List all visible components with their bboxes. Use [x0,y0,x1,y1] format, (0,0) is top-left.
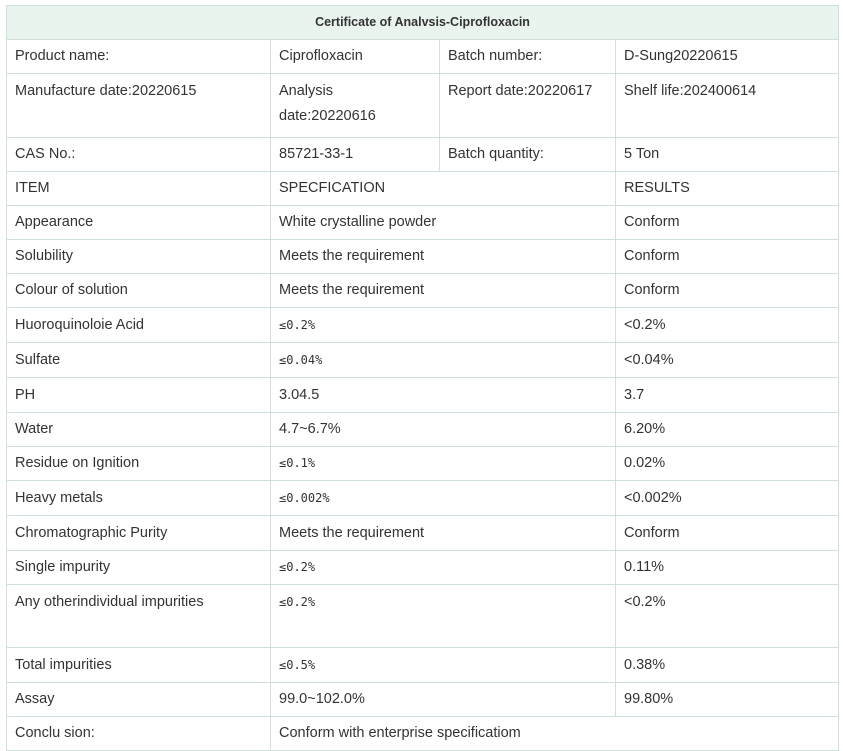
item-cell: PH [6,377,271,413]
spec-cell: 99.0~102.0% [270,682,616,717]
table-row: Assay 99.0~102.0% 99.80% [6,682,839,717]
result-cell: 6.20% [615,412,839,447]
cas-label: CAS No.: [6,137,271,172]
analysis-date: Analysis date:20220616 [270,73,440,138]
product-row: Product name: Ciprofloxacin Batch number… [6,39,839,74]
result-cell: <0.2% [615,307,839,343]
table-row: Heavy metals ≤0.002% <0.002% [6,480,839,516]
table-row: Water 4.7~6.7% 6.20% [6,412,839,447]
spec-cell: ≤0.2% [270,584,616,648]
result-cell: Conform [615,515,839,551]
product-name-value: Ciprofloxacin [270,39,440,74]
table-row: Chromatographic Purity Meets the require… [6,515,839,551]
certificate-title: Certificate of Analvsis-Ciprofloxacin [6,5,839,40]
result-cell: Conform [615,273,839,308]
table-row: Residue on Ignition ≤0.1% 0.02% [6,446,839,481]
item-cell: Chromatographic Purity [6,515,271,551]
result-cell: 0.38% [615,647,839,683]
spec-cell: Meets the requirement [270,515,616,551]
certificate-table: Certificate of Analvsis-Ciprofloxacin Pr… [6,5,839,751]
column-header-results: RESULTS [615,171,839,206]
result-cell: Conform [615,239,839,274]
result-cell: <0.2% [615,584,839,648]
spec-cell: 3.04.5 [270,377,616,413]
result-cell: <0.04% [615,342,839,378]
table-row: Colour of solution Meets the requirement… [6,273,839,308]
spec-cell: Meets the requirement [270,239,616,274]
spec-cell: ≤0.04% [270,342,616,378]
manufacture-date: Manufacture date:20220615 [6,73,271,138]
item-cell: Water [6,412,271,447]
spec-cell: Meets the requirement [270,273,616,308]
item-cell: Residue on Ignition [6,446,271,481]
result-cell: 0.02% [615,446,839,481]
item-cell: Sulfate [6,342,271,378]
product-name-label: Product name: [6,39,271,74]
cas-value: 85721-33-1 [270,137,440,172]
table-row: Solubility Meets the requirement Conform [6,239,839,274]
item-cell: Huoroquinoloie Acid [6,307,271,343]
result-cell: Conform [615,205,839,240]
result-cell: 0.11% [615,550,839,585]
item-cell: Assay [6,682,271,717]
spec-cell: ≤0.1% [270,446,616,481]
batch-number-value: D-Sung20220615 [615,39,839,74]
table-row: Appearance White crystalline powder Conf… [6,205,839,240]
conclusion-label: Conclu sion: [6,716,271,751]
result-cell: <0.002% [615,480,839,516]
column-header-row: ITEM SPECFICATION RESULTS [6,171,839,206]
result-cell: 3.7 [615,377,839,413]
table-row: Any otherindividual impurities ≤0.2% <0.… [6,584,839,648]
title-row: Certificate of Analvsis-Ciprofloxacin [6,5,839,40]
batch-number-label: Batch number: [439,39,616,74]
certificate-container: Certificate of Analvsis-Ciprofloxacin Pr… [6,5,839,751]
batch-quantity-label: Batch quantity: [439,137,616,172]
conclusion-row: Conclu sion: Conform with enterprise spe… [6,716,839,751]
spec-cell: ≤0.5% [270,647,616,683]
item-cell: Appearance [6,205,271,240]
item-cell: Any otherindividual impurities [6,584,271,648]
table-row: Huoroquinoloie Acid ≤0.2% <0.2% [6,307,839,343]
table-row: PH 3.04.5 3.7 [6,377,839,413]
shelf-life: Shelf life:202400614 [615,73,839,138]
column-header-item: ITEM [6,171,271,206]
spec-cell: ≤0.2% [270,550,616,585]
table-row: Sulfate ≤0.04% <0.04% [6,342,839,378]
report-date: Report date:20220617 [439,73,616,138]
cas-row: CAS No.: 85721-33-1 Batch quantity: 5 To… [6,137,839,172]
spec-cell: ≤0.002% [270,480,616,516]
item-cell: Single impurity [6,550,271,585]
table-row: Total impurities ≤0.5% 0.38% [6,647,839,683]
item-cell: Solubility [6,239,271,274]
item-cell: Colour of solution [6,273,271,308]
column-header-specification: SPECFICATION [270,171,616,206]
spec-cell: 4.7~6.7% [270,412,616,447]
batch-quantity-value: 5 Ton [615,137,839,172]
dates-row: Manufacture date:20220615 Analysis date:… [6,73,839,138]
conclusion-value: Conform with enterprise specificatiom [270,716,839,751]
table-row: Single impurity ≤0.2% 0.11% [6,550,839,585]
spec-cell: ≤0.2% [270,307,616,343]
item-cell: Total impurities [6,647,271,683]
item-cell: Heavy metals [6,480,271,516]
result-cell: 99.80% [615,682,839,717]
spec-cell: White crystalline powder [270,205,616,240]
